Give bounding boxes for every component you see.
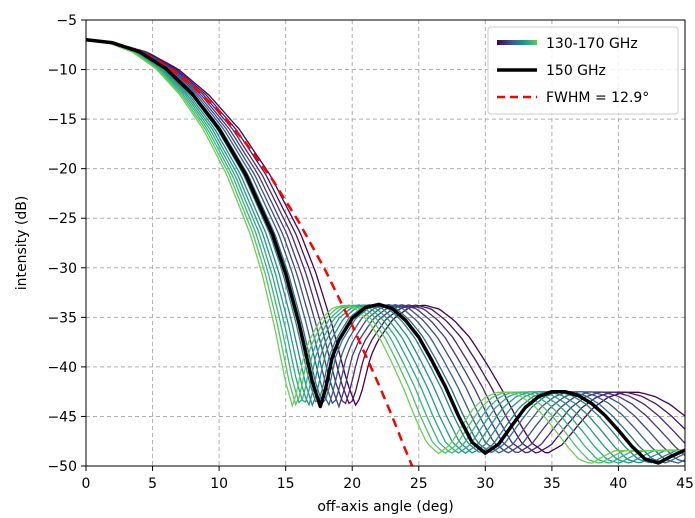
x-tick-label: 30 (476, 476, 494, 492)
x-axis-label: off-axis angle (deg) (317, 499, 453, 515)
legend-swatch-sweep (497, 40, 537, 45)
y-tick-label: −35 (47, 310, 77, 326)
y-tick-label: −10 (47, 63, 77, 79)
sweep-line (86, 39, 685, 464)
sweep-line (86, 39, 685, 464)
legend-label-fwhm: FWHM = 12.9° (546, 90, 649, 106)
sweep-line (86, 39, 685, 464)
y-tick-label: −15 (47, 112, 77, 128)
x-tick-label: 5 (148, 476, 157, 492)
y-tick-label: −30 (47, 261, 77, 277)
legend-label-150ghz: 150 GHz (546, 63, 606, 79)
y-axis: −5 −10 −15 −20 −25 −30 −35 −40 −45 −50 (47, 13, 86, 475)
sweep-line (86, 39, 685, 464)
legend-box (487, 26, 679, 115)
sweep-line (86, 39, 685, 454)
x-tick-label: 10 (210, 476, 228, 492)
x-tick-label: 40 (610, 476, 628, 492)
y-tick-label: −5 (56, 13, 77, 29)
y-tick-label: −25 (47, 211, 77, 227)
y-tick-label: −20 (47, 162, 77, 178)
y-tick-label: −45 (47, 409, 77, 425)
x-axis: 0 5 10 15 20 25 30 35 40 45 (82, 466, 694, 492)
x-tick-label: 20 (343, 476, 361, 492)
legend-label-sweep: 130-170 GHz (546, 36, 638, 52)
x-tick-label: 0 (82, 476, 91, 492)
x-tick-label: 15 (277, 476, 295, 492)
150ghz-series (86, 38, 685, 465)
150ghz-line (86, 38, 685, 465)
sweep-line (86, 39, 685, 464)
plot-frame (85, 19, 686, 467)
x-tick-label: 35 (543, 476, 561, 492)
x-tick-label: 45 (676, 476, 694, 492)
x-tick-label: 25 (410, 476, 428, 492)
y-tick-label: −40 (47, 360, 77, 376)
legend: 130-170 GHz 150 GHz FWHM = 12.9° (487, 26, 679, 115)
y-axis-label: intensity (dB) (14, 196, 30, 291)
y-tick-label: −50 (47, 459, 77, 475)
sweep-line (86, 39, 685, 464)
